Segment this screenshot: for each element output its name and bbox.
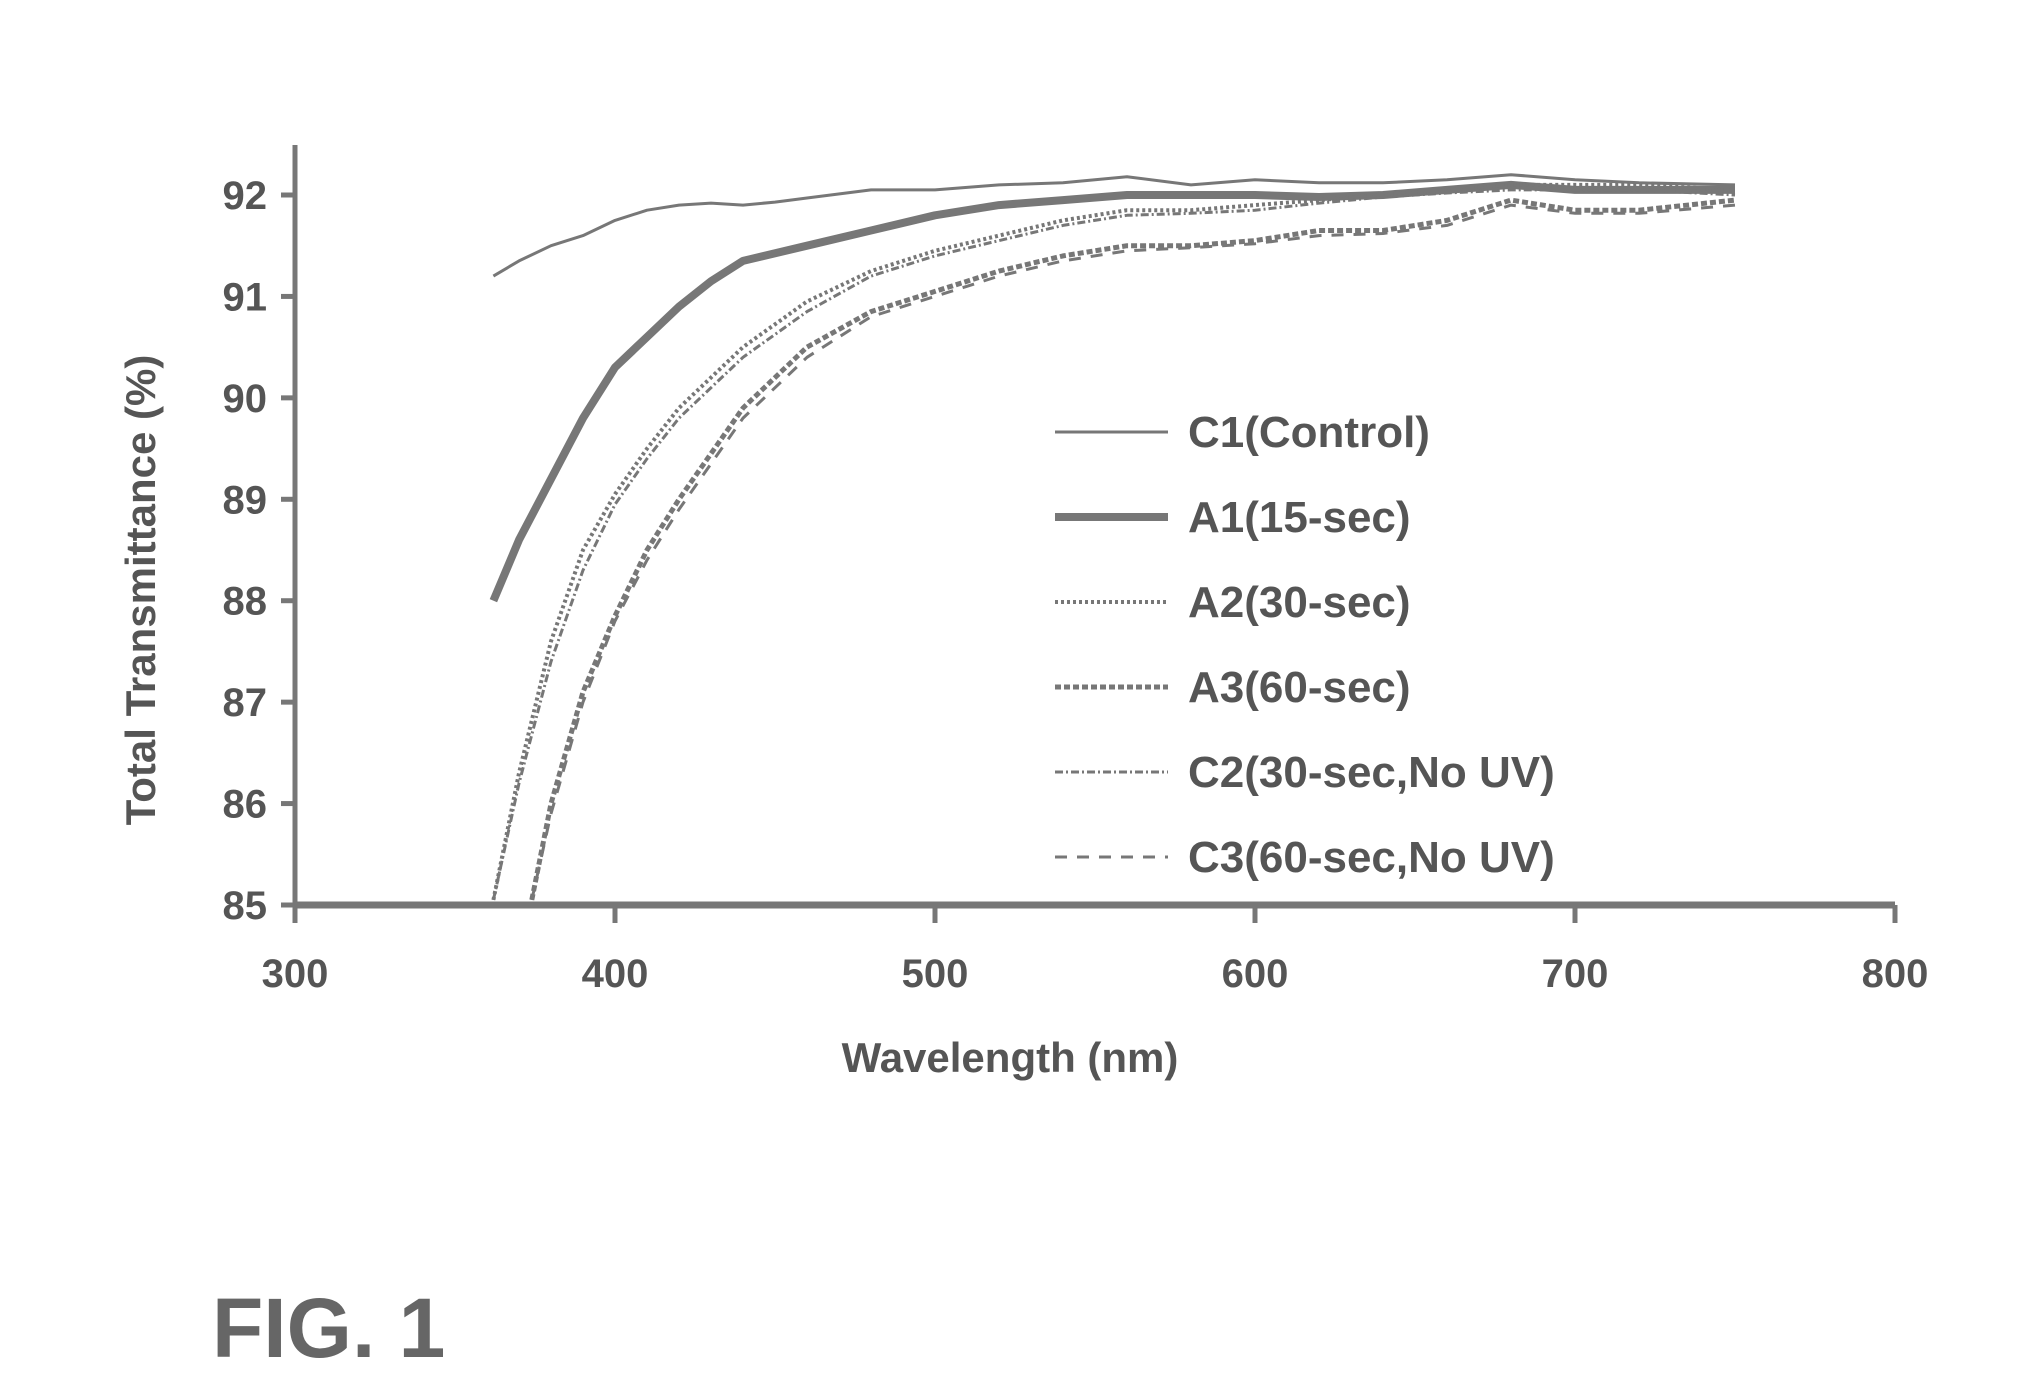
x-tick-label: 800 [1862, 952, 1929, 996]
x-tick-label: 300 [262, 952, 329, 996]
y-axis-title: Total Transmittance (%) [117, 355, 164, 826]
legend-label-3: A2(30-sec) [1188, 578, 1411, 627]
legend: C1(Control) A1(15-sec) A2(30-sec) A3(60-sec… [1055, 408, 1555, 882]
figure-label: FIG. 1 [212, 1281, 445, 1375]
y-tick-label: 88 [223, 580, 268, 624]
x-tick-label: 500 [902, 952, 969, 996]
legend-label-1: C1(Control) [1188, 408, 1430, 457]
legend-label-4: A3(60-sec) [1188, 663, 1411, 712]
y-tick-label: 85 [223, 884, 268, 928]
legend-label-2: A1(15-sec) [1188, 493, 1411, 542]
y-tick-label: 91 [223, 275, 268, 319]
y-tick-label: 92 [223, 174, 268, 218]
y-tick-label: 90 [223, 377, 268, 421]
y-tick-label: 86 [223, 783, 268, 827]
x-tick-label: 700 [1542, 952, 1609, 996]
y-tick-label: 87 [223, 681, 268, 725]
axes: 85 86 87 88 89 90 91 92 300 400 500 600 700 800 [223, 145, 1929, 996]
y-tick-label: 89 [223, 478, 268, 522]
x-tick-label: 600 [1222, 952, 1289, 996]
x-axis-title: Wavelength (nm) [842, 1034, 1179, 1081]
legend-label-5: C2(30-sec,No UV) [1188, 748, 1555, 797]
legend-label-6: C3(60-sec,No UV) [1188, 833, 1555, 882]
x-tick-label: 400 [582, 952, 649, 996]
